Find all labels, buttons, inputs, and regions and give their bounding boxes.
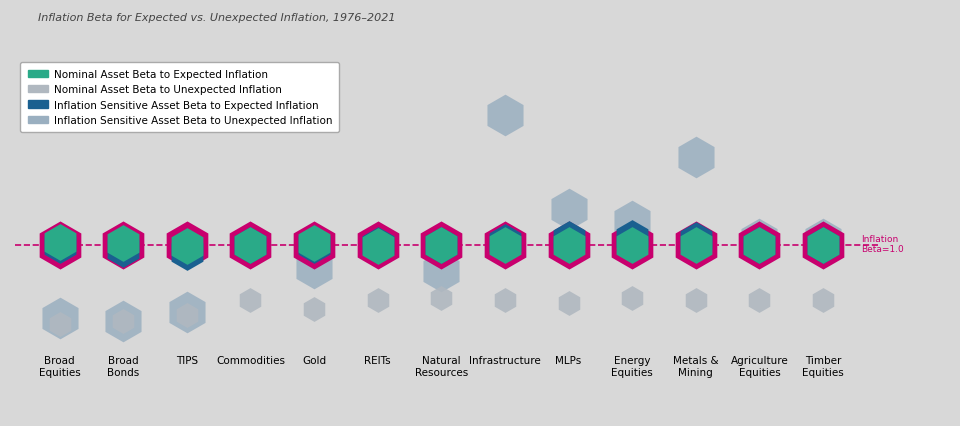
Point [752,242,767,248]
Point [115,246,131,253]
Point [370,242,385,248]
Point [306,242,322,248]
Point [434,294,449,301]
Point [306,242,322,248]
Point [180,249,195,256]
Point [115,318,131,325]
Point [306,306,322,313]
Point [115,242,131,248]
Point [688,237,704,244]
Point [815,236,830,243]
Point [561,300,576,307]
Point [243,242,258,248]
Point [688,242,704,248]
Point [815,242,830,248]
Point [52,239,67,245]
Point [561,242,576,248]
Point [688,297,704,304]
Point [815,242,830,248]
Point [243,242,258,248]
Point [497,242,513,248]
Point [624,242,639,248]
Point [497,297,513,304]
Point [561,236,576,243]
Point [815,242,830,248]
Text: Inflation Beta for Expected vs. Unexpected Inflation, 1976–2021: Inflation Beta for Expected vs. Unexpect… [38,13,396,23]
Point [370,297,385,304]
Legend: Nominal Asset Beta to Expected Inflation, Nominal Asset Beta to Unexpected Infla: Nominal Asset Beta to Expected Inflation… [20,63,339,133]
Point [752,236,767,243]
Point [497,242,513,248]
Point [624,218,639,225]
Point [52,315,67,322]
Point [370,243,385,250]
Point [115,318,131,325]
Text: Inflation
Beta=1.0: Inflation Beta=1.0 [861,234,904,253]
Point [688,154,704,161]
Point [752,297,767,304]
Point [243,297,258,304]
Point [306,240,322,247]
Point [243,95,258,102]
Point [434,268,449,275]
Point [434,242,449,248]
Point [180,312,195,319]
Point [52,242,67,248]
Point [624,242,639,248]
Point [306,265,322,272]
Point [180,309,195,316]
Point [180,242,195,248]
Point [815,297,830,304]
Point [497,113,513,120]
Point [434,242,449,248]
Point [370,242,385,248]
Point [180,243,195,250]
Point [115,240,131,247]
Text: Real Assets Equity Sectors: Real Assets Equity Sectors [0,425,1,426]
Point [497,239,513,245]
Point [52,242,67,248]
Point [624,235,639,242]
Point [370,242,385,248]
Point [752,242,767,248]
Point [52,321,67,328]
Point [561,207,576,213]
Point [561,242,576,248]
Point [243,242,258,248]
Point [624,294,639,301]
Point [434,242,449,248]
Point [688,242,704,248]
Point [752,242,767,248]
